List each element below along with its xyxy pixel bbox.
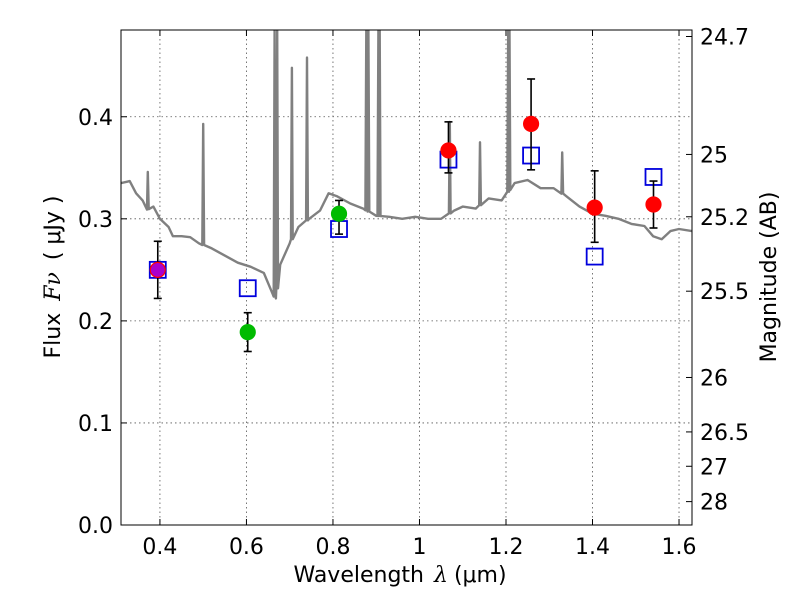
x-tick-label: 1.4 (575, 535, 610, 560)
y2-tick-label: 25.5 (700, 280, 749, 305)
observed-point (586, 199, 603, 216)
x-tick-label: 1.6 (662, 535, 697, 560)
y2-axis-label: Magnitude (AB) (757, 192, 782, 363)
y-tick-label: 0.3 (78, 208, 113, 233)
x-tick-label: 1.2 (488, 535, 523, 560)
observed-point (645, 196, 662, 213)
observed-point (440, 142, 457, 159)
grid (121, 30, 692, 526)
x-tick-label: 0.6 (229, 535, 264, 560)
y2-tick-label: 25 (700, 143, 728, 168)
observed-point (522, 115, 540, 132)
model-spectrum-line (121, 30, 692, 300)
axis-ticks: 0.4 0.6 0.8 1 1.2 1.4 1.6 0.0 0.1 0.2 0.3 0.4 24.7 25… (78, 26, 749, 560)
y2-tick-label: 24.7 (700, 26, 749, 51)
plot-series (121, 30, 692, 353)
y-axis-label: FluxFν( μJy ) (41, 195, 66, 358)
y-tick-label: 0.4 (78, 106, 113, 131)
x-axis-label: Wavelength λ (μm) (293, 563, 506, 588)
y2-tick-label: 26.5 (700, 421, 749, 446)
model-photometry-square (238, 279, 257, 298)
y2-tick-label: 28 (700, 491, 728, 516)
y2-tick-label: 27 (700, 455, 728, 480)
observed-point (330, 205, 348, 222)
observed-point (149, 261, 166, 278)
y2-tick-label: 26 (700, 366, 728, 391)
model-photometry-square (585, 247, 604, 266)
y-tick-label: 0.0 (78, 514, 113, 539)
plot-frame (120, 29, 693, 526)
y-tick-label: 0.1 (78, 412, 113, 437)
observed-point (239, 324, 256, 341)
x-tick-label: 0.4 (142, 535, 177, 560)
y-tick-label: 0.2 (78, 310, 113, 335)
x-tick-label: 1 (412, 535, 426, 560)
y2-tick-label: 25.2 (700, 206, 749, 231)
x-tick-label: 0.8 (315, 535, 350, 560)
